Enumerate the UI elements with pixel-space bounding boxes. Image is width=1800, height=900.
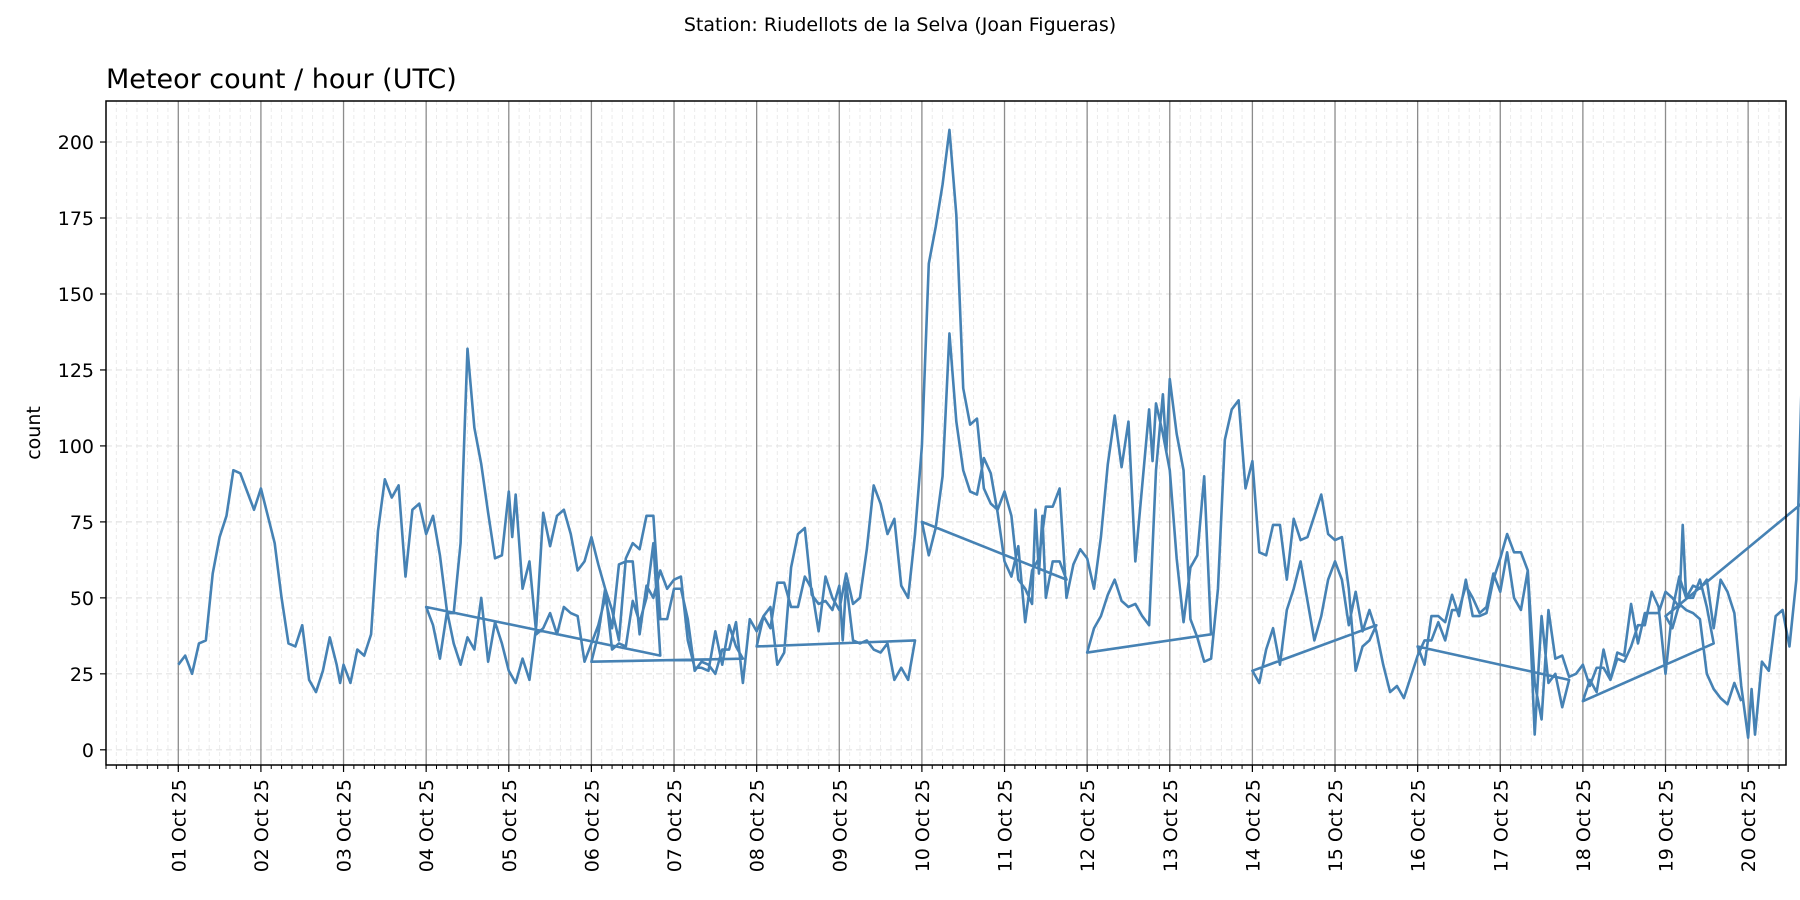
x-tick-label: 13 Oct 25	[1160, 779, 1182, 872]
x-tick-label: 09 Oct 25	[829, 779, 851, 872]
x-tick-label: 02 Oct 25	[251, 779, 273, 872]
day-lines	[177, 101, 1749, 765]
x-tick-label: 17 Oct 25	[1490, 779, 1512, 872]
x-tick-label: 18 Oct 25	[1573, 779, 1595, 872]
y-axis-ticks: 0 25 50 75 100 125 150 175 200	[58, 132, 106, 762]
y-tick-label: 150	[58, 284, 94, 306]
x-tick-label: 12 Oct 25	[1077, 779, 1099, 872]
x-tick-label: 16 Oct 25	[1408, 779, 1430, 872]
series-group	[177, 128, 1800, 739]
x-tick-label: 08 Oct 25	[747, 779, 769, 872]
plot-frame	[105, 100, 1787, 766]
y-tick-label: 0	[82, 740, 94, 762]
y-tick-label: 25	[70, 664, 94, 686]
y-tick-label: 50	[70, 588, 94, 610]
series-line	[177, 128, 1800, 739]
y-tick-label: 75	[70, 512, 94, 534]
major-grid	[106, 141, 1786, 751]
x-tick-label: 07 Oct 25	[664, 779, 686, 872]
y-tick-label: 100	[58, 436, 94, 458]
y-tick-label: 200	[58, 132, 94, 154]
minor-grid	[105, 101, 1780, 765]
x-tick-label: 19 Oct 25	[1656, 779, 1678, 872]
x-tick-label: 14 Oct 25	[1242, 779, 1264, 872]
x-tick-label: 20 Oct 25	[1738, 779, 1760, 872]
y-tick-label: 175	[58, 208, 94, 230]
x-axis-ticks: 01 Oct 25 02 Oct 25 03 Oct 25 04 Oct 25 05 O…	[168, 765, 1760, 872]
chart-title: Meteor count / hour (UTC)	[106, 64, 457, 95]
x-tick-label: 01 Oct 25	[168, 779, 190, 872]
x-tick-label: 10 Oct 25	[912, 779, 934, 872]
x-tick-label: 04 Oct 25	[416, 779, 438, 872]
x-tick-label: 05 Oct 25	[499, 779, 521, 872]
y-tick-label: 125	[58, 360, 94, 382]
x-tick-label: 15 Oct 25	[1325, 779, 1347, 872]
figure-title: Station: Riudellots de la Selva (Joan Fi…	[683, 14, 1117, 36]
x-tick-label: 03 Oct 25	[334, 779, 356, 872]
y-axis-label: count	[23, 406, 45, 460]
x-tick-label: 11 Oct 25	[995, 779, 1017, 872]
x-tick-label: 06 Oct 25	[581, 779, 603, 872]
